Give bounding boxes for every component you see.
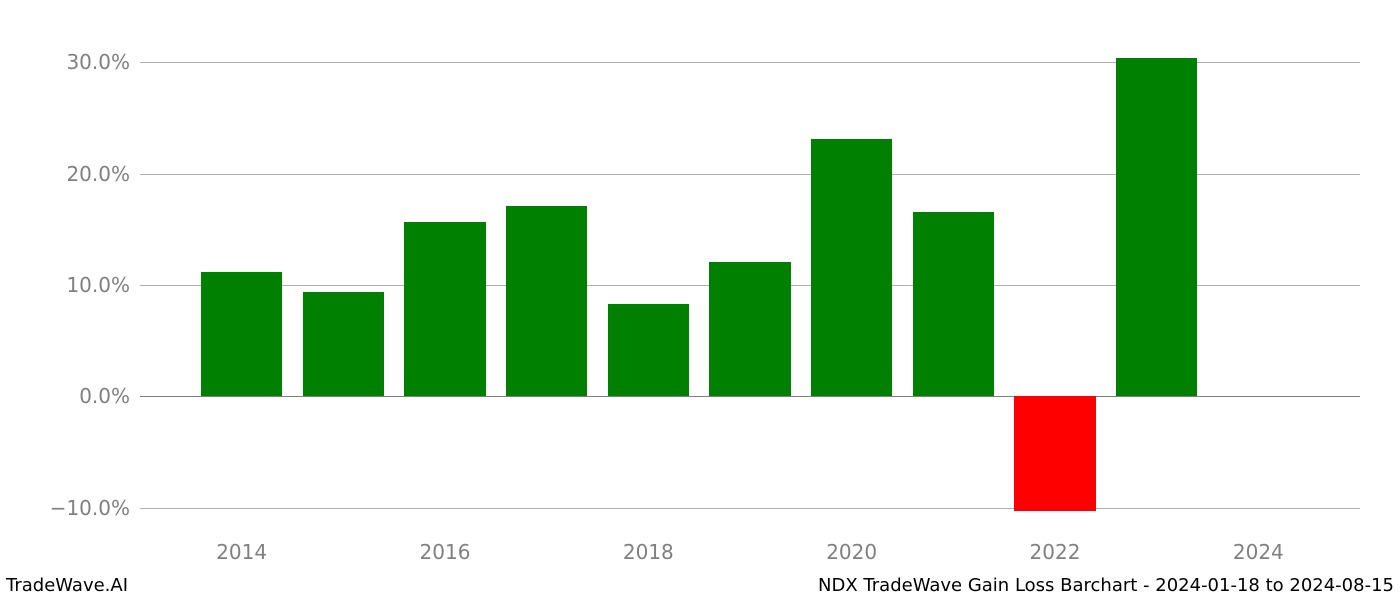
y-tick-label: 10.0% xyxy=(10,273,130,297)
bar-2015 xyxy=(303,292,384,397)
bar-2022 xyxy=(1014,396,1095,511)
y-tick-label: 20.0% xyxy=(10,162,130,186)
footer-brand: TradeWave.AI xyxy=(6,575,128,596)
bar-2018 xyxy=(608,304,689,396)
x-tick-label: 2016 xyxy=(420,540,471,564)
footer-caption: NDX TradeWave Gain Loss Barchart - 2024-… xyxy=(818,575,1394,596)
x-tick-label: 2018 xyxy=(623,540,674,564)
y-tick-label: 0.0% xyxy=(10,384,130,408)
y-tick-label: 30.0% xyxy=(10,50,130,74)
bar-2023 xyxy=(1116,58,1197,397)
bar-2021 xyxy=(913,212,994,397)
bar-2020 xyxy=(811,139,892,396)
zero-line xyxy=(140,396,1360,397)
x-tick-label: 2022 xyxy=(1030,540,1081,564)
gridline xyxy=(140,508,1360,509)
bar-2014 xyxy=(201,272,282,397)
bar-2017 xyxy=(506,206,587,396)
x-tick-label: 2024 xyxy=(1233,540,1284,564)
bar-2019 xyxy=(709,262,790,397)
bar-2016 xyxy=(404,222,485,397)
chart-container: −10.0% 0.0% 10.0% 20.0% 30.0% 2014 2016 2018 20… xyxy=(0,0,1400,600)
y-tick-label: −10.0% xyxy=(10,496,130,520)
x-tick-label: 2020 xyxy=(826,540,877,564)
plot-area xyxy=(140,40,1360,530)
x-tick-label: 2014 xyxy=(216,540,267,564)
